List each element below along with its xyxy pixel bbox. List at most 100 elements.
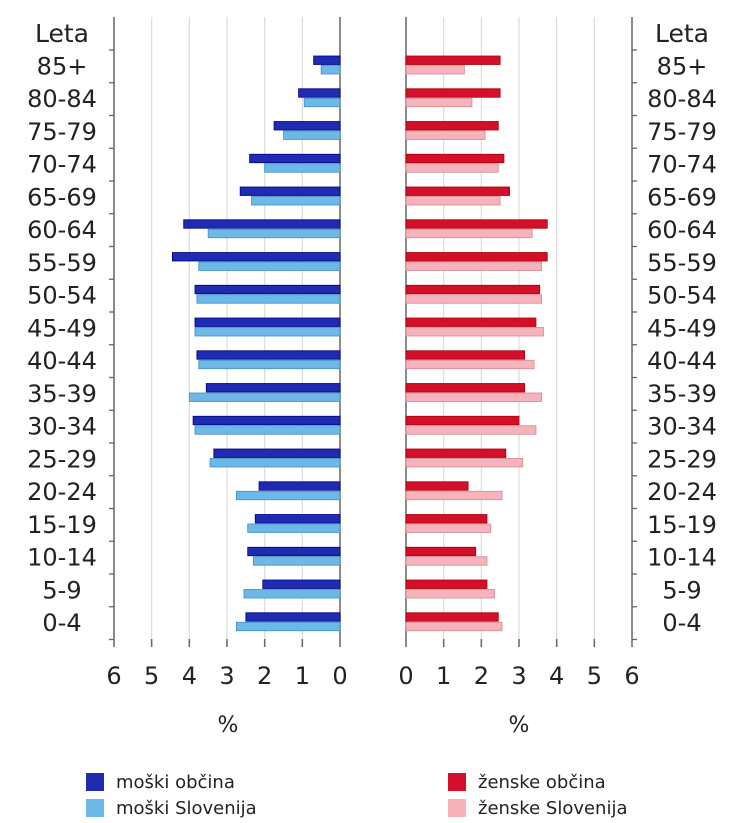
age-label-right: 5-9	[662, 576, 701, 604]
age-label-left: 40-44	[27, 347, 97, 375]
bar-women-slovenia	[405, 359, 535, 370]
age-label-left: 65-69	[27, 183, 97, 211]
age-label-left: 55-59	[27, 249, 97, 277]
x-tick-label-left: 1	[295, 662, 310, 690]
bar-men-slovenia	[236, 621, 341, 632]
age-label-left: 5-9	[42, 576, 81, 604]
age-label-right: 50-54	[647, 282, 717, 310]
bar-men-municipality	[273, 121, 341, 131]
age-label-left: 50-54	[27, 282, 97, 310]
age-label-left: 25-29	[27, 445, 97, 473]
legend-label: ženske Slovenija	[478, 797, 628, 819]
bar-women-municipality	[405, 121, 499, 131]
age-label-right: 15-19	[647, 511, 717, 539]
axes	[109, 17, 637, 647]
bar-women-slovenia	[405, 458, 524, 468]
bar-men-slovenia	[209, 458, 341, 468]
age-label-left: 80-84	[27, 85, 97, 113]
bar-women-municipality	[405, 55, 501, 65]
bar-women-municipality	[405, 317, 537, 327]
bar-men-slovenia	[194, 425, 341, 435]
bar-men-municipality	[249, 153, 341, 164]
bar-women-municipality	[405, 252, 548, 262]
bar-men-municipality	[196, 350, 341, 360]
bar-women-slovenia	[405, 196, 501, 206]
bar-men-municipality	[254, 514, 341, 524]
bar-men-municipality	[313, 55, 341, 65]
age-label-right: 80-84	[647, 85, 717, 113]
age-label-left: 35-39	[27, 380, 97, 408]
legend-label: moški Slovenija	[116, 797, 257, 819]
bar-women-municipality	[405, 415, 520, 426]
grid	[113, 17, 633, 639]
age-label-right: 35-39	[647, 380, 717, 408]
bar-men-slovenia	[320, 65, 341, 75]
bar-women-slovenia	[405, 490, 503, 501]
category-labels: 85+ 85+ 80-84 80-84 75-79 75-79 70-74 70-74 65-6…	[27, 52, 717, 637]
bar-men-municipality	[171, 252, 341, 262]
legend-item: ženske občina	[448, 770, 606, 794]
bar-women-slovenia	[405, 589, 495, 599]
bar-women-municipality	[405, 514, 488, 524]
bar-women-municipality	[405, 481, 469, 491]
legend-swatch	[86, 773, 104, 791]
bar-women-slovenia	[405, 228, 533, 239]
age-label-right: 60-64	[647, 216, 717, 244]
age-label-right: 30-34	[647, 413, 717, 441]
bar-men-slovenia	[303, 97, 341, 108]
legend-item: ženske Slovenija	[448, 796, 628, 820]
age-axis-title: Leta	[35, 19, 89, 48]
bar-men-municipality	[183, 219, 341, 229]
bar-women-slovenia	[405, 294, 543, 304]
legend-swatch	[448, 799, 466, 817]
legend-swatch	[448, 773, 466, 791]
x-tick-label-right: 3	[511, 662, 526, 690]
age-axis-title: Leta	[655, 19, 709, 48]
bar-women-slovenia	[405, 327, 544, 337]
age-label-right: 70-74	[647, 151, 717, 179]
bar-women-slovenia	[405, 163, 499, 173]
age-label-right: 65-69	[647, 183, 717, 211]
bar-men-slovenia	[194, 327, 341, 337]
age-label-left: 15-19	[27, 511, 97, 539]
age-label-right: 20-24	[647, 478, 717, 506]
bar-men-slovenia	[196, 294, 341, 304]
bar-women-slovenia	[405, 261, 543, 271]
age-label-right: 0-4	[662, 609, 701, 637]
bar-men-slovenia	[252, 556, 341, 566]
bar-women-municipality	[405, 186, 510, 196]
bars	[171, 55, 548, 632]
bar-men-municipality	[194, 317, 341, 327]
bar-men-municipality	[205, 383, 341, 393]
bar-women-municipality	[405, 383, 526, 393]
x-axis-label-right: %	[509, 713, 530, 738]
bar-women-municipality	[405, 448, 507, 458]
bar-women-municipality	[405, 153, 505, 164]
age-label-right: 45-49	[647, 314, 717, 342]
x-tick-label-right: 2	[474, 662, 489, 690]
bar-women-slovenia	[405, 130, 486, 140]
bar-women-municipality	[405, 546, 477, 557]
bar-women-municipality	[405, 612, 499, 622]
x-tick-label-right: 5	[587, 662, 602, 690]
age-label-left: 85+	[37, 52, 88, 80]
bar-women-slovenia	[405, 523, 492, 533]
bar-men-slovenia	[247, 523, 341, 533]
x-tick-label-left: 0	[332, 662, 347, 690]
bar-women-municipality	[405, 350, 526, 360]
bar-men-municipality	[262, 579, 341, 589]
age-label-right: 85+	[657, 52, 708, 80]
age-label-left: 0-4	[42, 609, 81, 637]
bar-women-municipality	[405, 219, 548, 229]
bar-men-municipality	[247, 546, 341, 557]
bar-men-slovenia	[188, 392, 341, 402]
x-tick-label-right: 0	[398, 662, 413, 690]
bar-women-municipality	[405, 284, 541, 295]
bar-women-slovenia	[405, 425, 537, 435]
x-tick-label-left: 4	[182, 662, 197, 690]
x-tick-label-right: 6	[624, 662, 639, 690]
age-label-left: 45-49	[27, 314, 97, 342]
legend-label: ženske občina	[478, 771, 606, 793]
bar-men-municipality	[194, 284, 341, 295]
